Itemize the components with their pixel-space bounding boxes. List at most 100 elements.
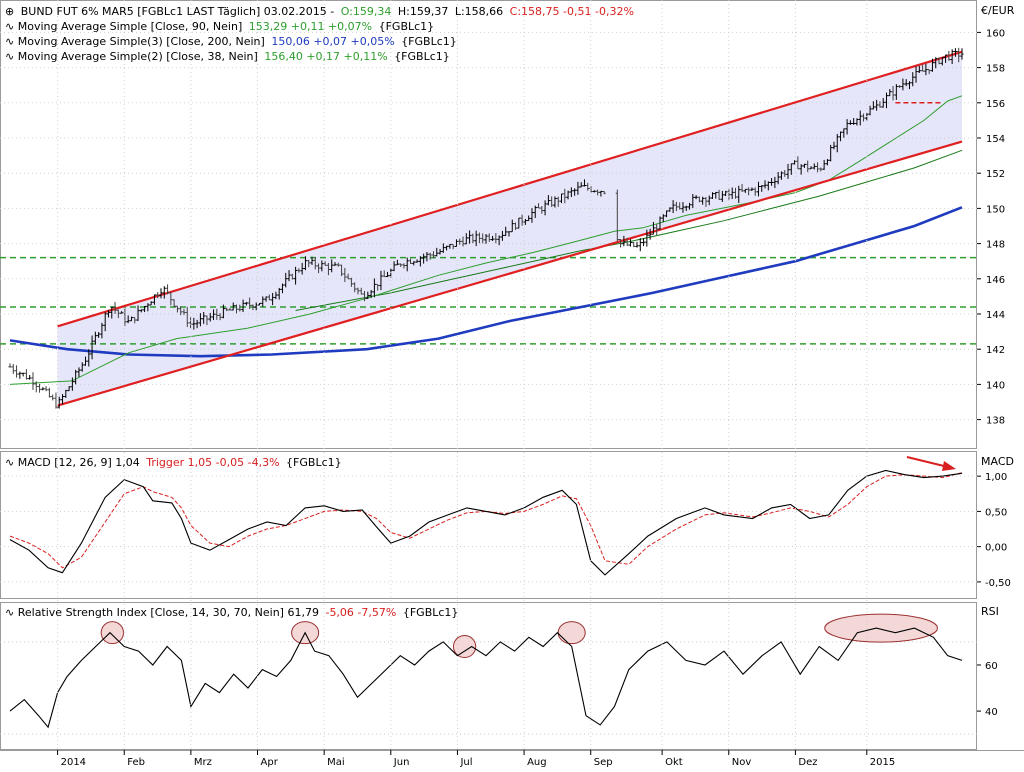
ohlc-bar <box>727 189 731 200</box>
ohlc-bar <box>126 315 130 324</box>
ohlc-bar <box>878 101 882 108</box>
ohlc-bar <box>267 294 271 301</box>
ohlc-bar <box>582 179 587 187</box>
channel-upper-line[interactable] <box>57 50 963 328</box>
rsi-suffix: {FGBLc1} <box>403 606 459 619</box>
ohlc-bar <box>523 219 527 225</box>
ohlc-bar <box>458 238 462 245</box>
ohlc-bar <box>668 207 672 212</box>
trend-channel-fill <box>57 51 963 406</box>
ohlc-bar <box>934 57 938 69</box>
ohlc-bar <box>924 63 928 76</box>
macd-axis-label: 0,00 <box>985 543 1007 554</box>
channel-lower-line[interactable] <box>57 140 963 407</box>
ma200-value-base: 150,06 +0,07 +0,05% <box>271 35 394 48</box>
price-axis-unit: €/EUR <box>981 4 1015 17</box>
ohlc-bar <box>129 316 134 322</box>
ohlc-bar <box>786 163 790 179</box>
ohlc-bar <box>139 309 143 313</box>
ohlc-bar <box>297 268 301 273</box>
ohlc-bar <box>225 307 229 312</box>
high-value: H:159,37 <box>398 5 448 18</box>
ohlc-bar <box>287 270 291 282</box>
ma200-suffix: {FGBLc1} <box>401 35 457 48</box>
ohlc-bar <box>691 193 695 208</box>
ohlc-bar <box>907 81 912 90</box>
ohlc-bar <box>471 233 475 244</box>
ohlc-bar <box>307 259 311 268</box>
ohlc-bar <box>149 301 153 306</box>
rsi-axis-label: 60 <box>985 661 998 672</box>
ohlc-bar <box>310 256 314 265</box>
ohlc-bar <box>513 222 518 230</box>
axes-layer: 138 140 142 144 146 148 150 152 154 156 158 160 -0,5… <box>57 0 1011 768</box>
ohlc-bar <box>208 312 212 322</box>
ma90-line <box>295 149 963 311</box>
ohlc-bar <box>822 159 826 171</box>
ma200-name: Moving Average Simple(3) [Close, 200, Ne… <box>18 35 265 48</box>
ohlc-bar <box>74 369 78 385</box>
ohlc-bar <box>901 78 905 91</box>
ohlc-bar <box>704 196 708 207</box>
ohlc-bar <box>405 257 409 272</box>
time-axis-label: Mai <box>327 757 345 768</box>
ohlc-bar <box>566 190 570 200</box>
ohlc-bar <box>326 262 331 276</box>
ohlc-bar <box>674 201 678 212</box>
ma200-legend[interactable]: ∿ Moving Average Simple(3) [Close, 200, … <box>5 35 457 48</box>
ohlc-bar <box>83 356 88 366</box>
ohlc-bar <box>21 372 25 377</box>
ohlc-bar <box>737 185 741 203</box>
ma90-legend[interactable]: ∿ Moving Average Simple [Close, 90, Nein… <box>5 20 434 33</box>
ohlc-bar <box>829 144 833 162</box>
ohlc-bar <box>113 301 117 314</box>
ohlc-bar <box>369 289 373 299</box>
rsi-line <box>9 627 963 729</box>
ohlc-bar <box>211 309 216 321</box>
ohlc-bar <box>18 371 22 379</box>
ohlc-bar <box>477 232 482 244</box>
ohlc-bar <box>248 297 252 309</box>
ohlc-bar <box>44 386 48 392</box>
ohlc-bar <box>418 256 422 267</box>
open-value: O:159,34 <box>341 5 392 18</box>
ohlc-bar <box>372 278 376 298</box>
instrument-icon: ⊕ <box>5 5 14 18</box>
rsi-name: Relative Strength Index [Close, 14, 30, … <box>18 606 319 619</box>
ohlc-bar <box>54 392 58 409</box>
ohlc-bar <box>77 367 81 378</box>
ohlc-bar <box>635 241 639 248</box>
ohlc-bar <box>622 235 626 247</box>
ohlc-bar <box>14 365 19 378</box>
rsi-change: -5,06 -7,57% <box>325 606 396 619</box>
ohlc-bar <box>927 69 931 75</box>
ohlc-bar <box>838 131 843 142</box>
ohlc-bar <box>37 383 42 393</box>
ohlc-bar <box>90 335 94 360</box>
ohlc-bar <box>425 252 429 262</box>
ohlc-bar <box>362 290 367 302</box>
ohlc-bar <box>234 304 239 314</box>
macd-axis-label: 1,00 <box>985 472 1007 483</box>
ohlc-bar <box>257 302 262 306</box>
ohlc-bar <box>819 167 823 172</box>
time-axis-label: Sep <box>594 757 613 768</box>
rsi-legend[interactable]: ∿ Relative Strength Index [Close, 14, 30… <box>5 606 458 619</box>
ohlc-bar <box>664 210 669 218</box>
price-plot <box>0 31 977 421</box>
ohlc-bar <box>806 160 810 173</box>
macd-legend[interactable]: ∿ MACD [12, 26, 9] 1,04 Trigger 1,05 -0,… <box>5 456 342 469</box>
ohlc-bar <box>898 85 902 88</box>
price-axis-label: 146 <box>986 275 1005 286</box>
ohlc-bar <box>747 187 751 196</box>
ohlc-bar <box>221 304 225 319</box>
ohlc-bar <box>550 196 554 207</box>
ma38-legend[interactable]: ∿ Moving Average Simple(2) [Close, 38, N… <box>5 50 450 63</box>
ohlc-bar <box>244 301 248 306</box>
ohlc-bar <box>658 216 662 230</box>
ohlc-bar <box>271 292 275 306</box>
ohlc-bar <box>330 259 334 273</box>
ohlc-bar <box>845 119 849 135</box>
ohlc-bar <box>316 263 321 274</box>
